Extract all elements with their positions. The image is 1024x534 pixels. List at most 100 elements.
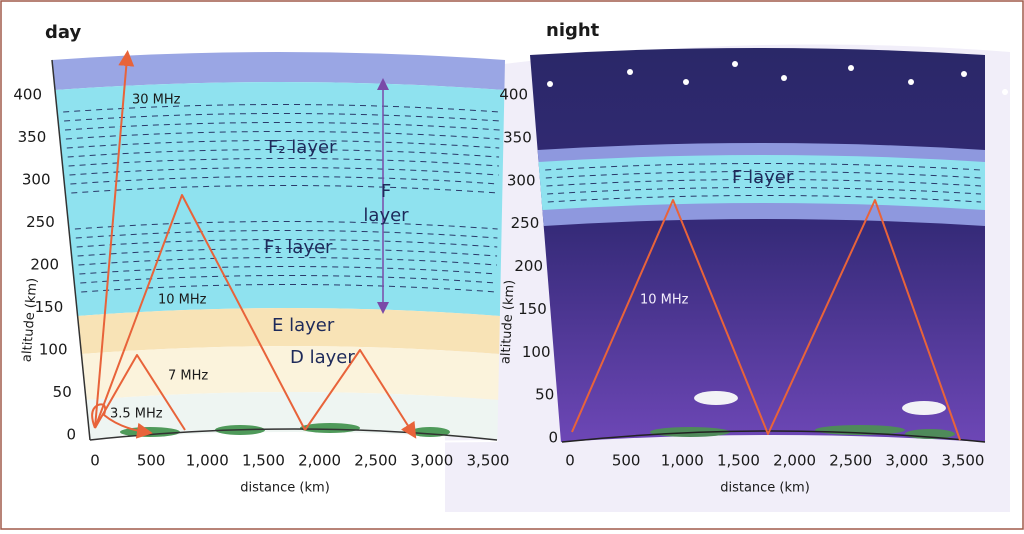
axis-line (51, 59, 91, 441)
f-region (55, 82, 505, 316)
y-tick-label: 50 (535, 386, 554, 404)
y-tick-label: 100 (522, 343, 551, 361)
x-tick-label: 2,000 (298, 452, 341, 470)
ionization-dash (67, 149, 500, 158)
star (908, 79, 914, 85)
ray-7mhz-hop (304, 349, 417, 439)
y-tick-label: 300 (507, 171, 536, 189)
ray-night-10mhz (571, 199, 961, 441)
ray-10mhz (94, 194, 306, 431)
x-tick-label: 0 (565, 452, 575, 470)
layers (52, 48, 985, 443)
ionization-dash (79, 266, 497, 275)
layer-label: F₁ layer (264, 237, 333, 258)
x-tick-label: 2,500 (829, 452, 872, 470)
layer-label: D layer (290, 347, 355, 368)
f-region (538, 155, 985, 210)
x-axis-label: distance (km) (720, 481, 810, 496)
x-tick-label: 1,500 (242, 452, 285, 470)
layer-label: layer (363, 205, 409, 226)
x-tick-label: 3,000 (410, 452, 453, 470)
ray-3-5mhz (91, 403, 153, 439)
ionization-dash (545, 171, 982, 179)
decor (51, 59, 1008, 443)
y-tick-label: 0 (66, 426, 76, 444)
star (1002, 89, 1008, 95)
y-tick-label: 350 (503, 128, 532, 146)
ionization-dash (76, 239, 498, 248)
x-axis-label: distance (km) (240, 481, 330, 496)
frequency-label: 10 MHz (158, 293, 207, 308)
y-tick-label: 150 (518, 300, 547, 318)
y-tick-label: 300 (22, 171, 51, 189)
y-axis-label: altitude (km) (498, 279, 517, 364)
ionization-dash (66, 140, 500, 149)
ionization-dash (74, 221, 498, 230)
y-tick-label: 0 (548, 429, 558, 447)
upper-band (52, 52, 505, 90)
vegetation (300, 423, 360, 433)
night-sky (530, 48, 985, 442)
ionization-dash (81, 284, 497, 293)
layer-label: E layer (272, 315, 335, 336)
star (848, 65, 854, 71)
ionization-dash (77, 248, 498, 257)
ionization-dash (69, 167, 499, 176)
star (627, 69, 633, 75)
y-tick-label: 150 (35, 298, 64, 316)
star (961, 71, 967, 77)
y-tick-label: 50 (53, 383, 72, 401)
x-tick-label: 0 (90, 452, 100, 470)
ionization-dash (545, 163, 982, 171)
x-tick-label: 1,500 (717, 452, 760, 470)
y-tick-label: 200 (514, 257, 543, 275)
y-tick-label: 350 (18, 128, 47, 146)
x-tick-label: 3,000 (885, 452, 928, 470)
ionization-dash (71, 185, 499, 194)
y-tick-label: 100 (39, 341, 68, 359)
ray-7mhz (94, 354, 186, 431)
frequency-label: 3.5 MHz (110, 407, 163, 422)
y-tick-label: 200 (30, 256, 59, 274)
cloud (694, 391, 738, 405)
cloud (902, 401, 946, 415)
x-tick-label: 1,000 (661, 452, 704, 470)
x-tick-label: 500 (137, 452, 166, 470)
frequency-label: 30 MHz (132, 93, 181, 108)
ground-line (561, 430, 986, 443)
x-tick-label: 500 (612, 452, 641, 470)
y-axis-label: altitude (km) (20, 277, 41, 362)
panel-title: night (546, 20, 600, 41)
ground-base (90, 440, 498, 443)
y-tick-label: 400 (499, 86, 528, 104)
ionization-dash (78, 257, 497, 266)
x-tick-label: 3,500 (467, 452, 510, 470)
frequency-label: 10 MHz (640, 293, 689, 308)
panel-title: day (45, 22, 81, 43)
y-tick-label: 400 (13, 86, 42, 104)
ionization-dash (65, 131, 500, 140)
layer-label: F layer (732, 167, 794, 188)
star (732, 61, 738, 67)
star (547, 81, 553, 87)
x-tick-label: 2,500 (354, 452, 397, 470)
ionization-dash (68, 158, 499, 167)
star (683, 79, 689, 85)
d-region (81, 346, 500, 400)
ionization-dash (80, 275, 497, 284)
y-tick-label: 250 (511, 214, 540, 232)
layer-label: F (381, 181, 391, 202)
ionization-dash (75, 230, 498, 239)
ionization-dash (64, 122, 500, 131)
ionization-dash (547, 195, 982, 203)
x-tick-label: 1,000 (186, 452, 229, 470)
y-tick-label: 250 (26, 213, 55, 231)
layer-label: F₂ layer (268, 137, 337, 158)
ionization-dash (546, 179, 982, 187)
ray-30mhz (94, 50, 135, 429)
ionization-dash (70, 176, 499, 185)
x-tick-label: 2,000 (773, 452, 816, 470)
x-tick-label: 3,500 (942, 452, 985, 470)
